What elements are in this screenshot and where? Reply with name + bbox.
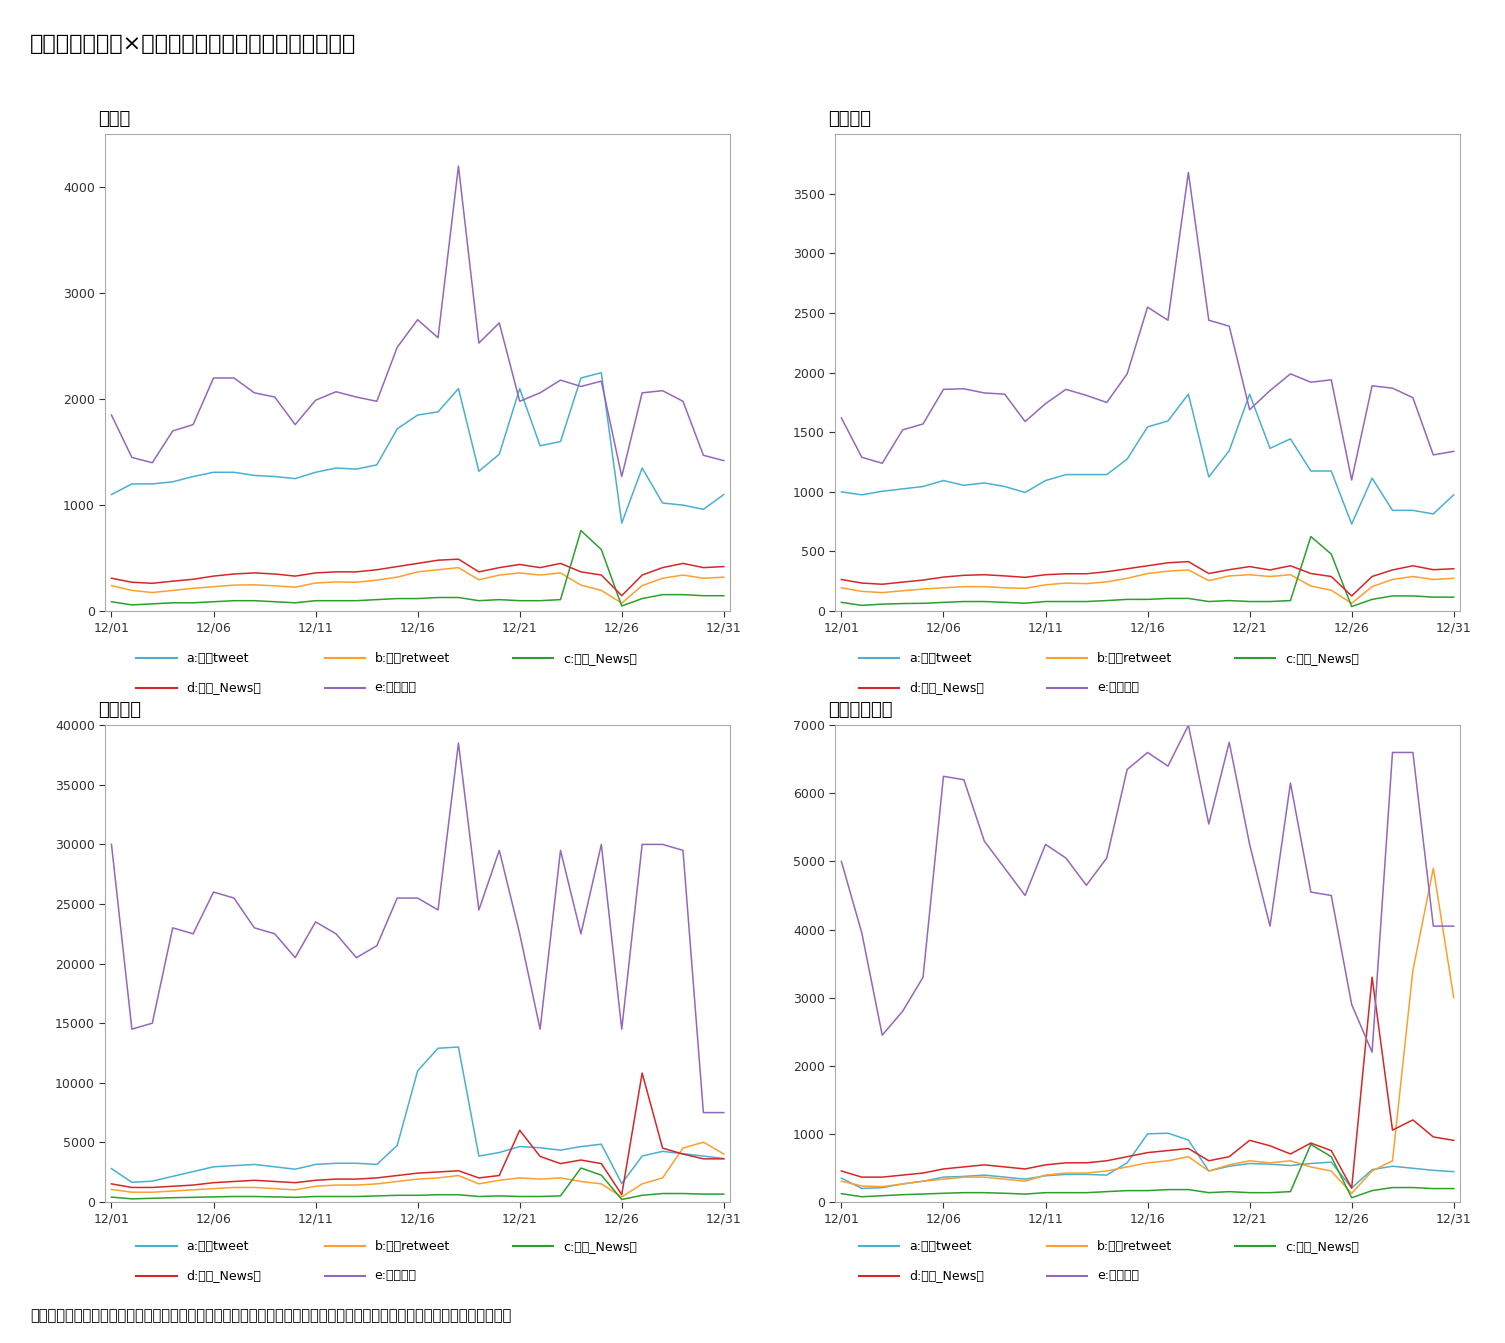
- Text: 図表３　投稿日×おおまかな投稿契機ごとの投稿状況: 図表３ 投稿日×おおまかな投稿契機ごとの投稿状況: [30, 34, 357, 54]
- Text: b:引用retweet: b:引用retweet: [375, 1240, 450, 1253]
- Text: a:返信tweet: a:返信tweet: [909, 1240, 972, 1253]
- Text: d:参照_News外: d:参照_News外: [187, 1269, 262, 1283]
- Text: c:参照_News等: c:参照_News等: [563, 1240, 637, 1253]
- Text: d:参照_News外: d:参照_News外: [909, 681, 984, 694]
- Text: e:単独発信: e:単独発信: [375, 681, 417, 694]
- Text: いいね数: いいね数: [98, 701, 141, 719]
- Text: c:参照_News等: c:参照_News等: [563, 651, 637, 665]
- Text: b:引用retweet: b:引用retweet: [1097, 1240, 1172, 1253]
- Text: c:参照_News等: c:参照_News等: [1285, 1240, 1359, 1253]
- Text: a:返信tweet: a:返信tweet: [187, 1240, 250, 1253]
- Text: e:単独発信: e:単独発信: [1097, 681, 1139, 694]
- Text: （注１）　いいね数とリツイート数はツイートごとに投稿時点からデータ取得時点までの間隔が異なるため大雑把な指標。: （注１） いいね数とリツイート数はツイートごとに投稿時点からデータ取得時点までの…: [30, 1308, 512, 1323]
- Text: a:返信tweet: a:返信tweet: [909, 651, 972, 665]
- Text: d:参照_News外: d:参照_News外: [187, 681, 262, 694]
- Text: a:返信tweet: a:返信tweet: [187, 651, 250, 665]
- Text: リツイート数: リツイート数: [828, 701, 892, 719]
- Text: d:参照_News外: d:参照_News外: [909, 1269, 984, 1283]
- Text: b:引用retweet: b:引用retweet: [1097, 651, 1172, 665]
- Text: b:引用retweet: b:引用retweet: [375, 651, 450, 665]
- Text: c:参照_News等: c:参照_News等: [1285, 651, 1359, 665]
- Text: e:単独発信: e:単独発信: [375, 1269, 417, 1283]
- Text: 投稿者数: 投稿者数: [828, 110, 871, 128]
- Text: 投稿数: 投稿数: [98, 110, 129, 128]
- Text: e:単独発信: e:単独発信: [1097, 1269, 1139, 1283]
